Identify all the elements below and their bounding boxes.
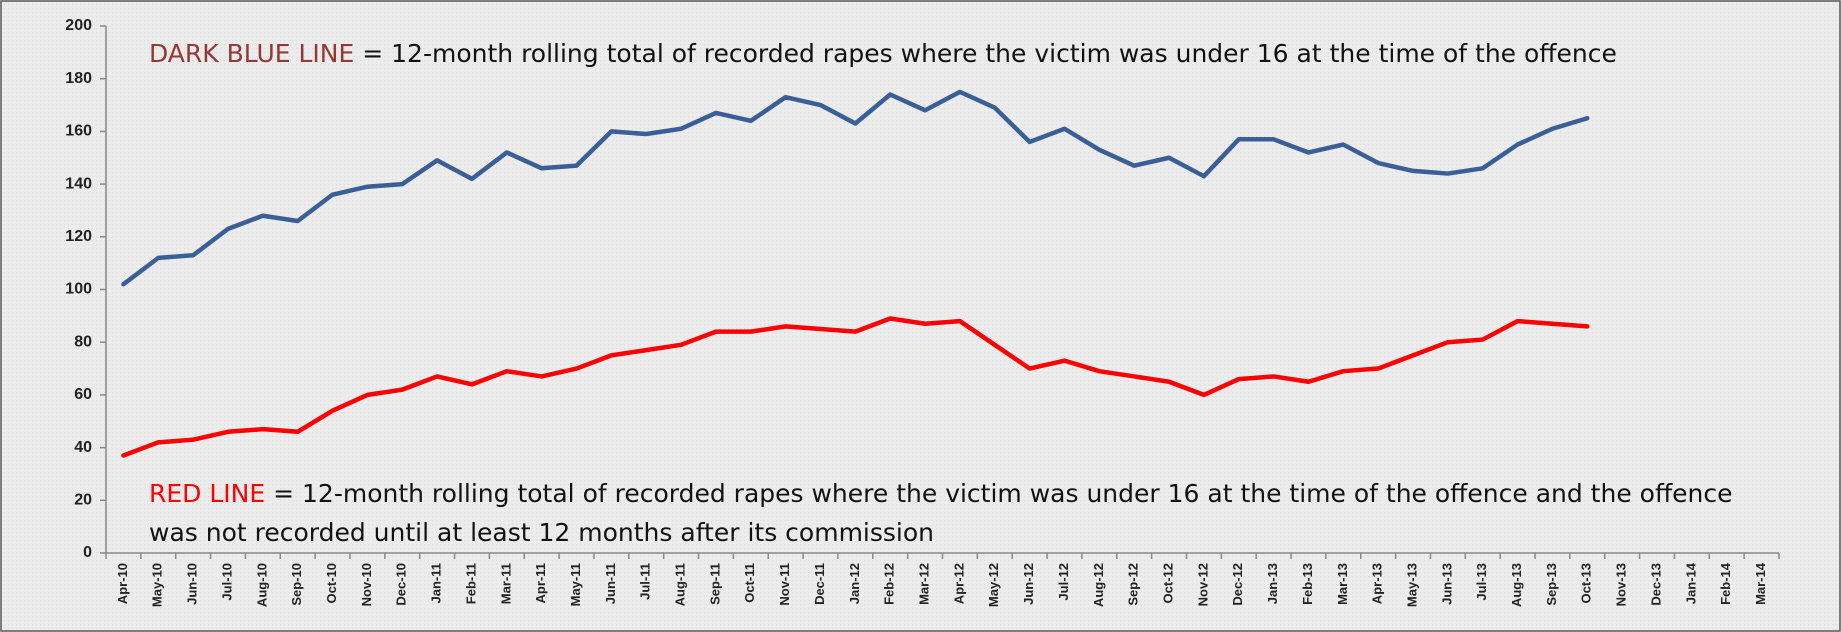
y-tick-label: 120 <box>65 228 92 245</box>
x-tick-label: Oct-11 <box>742 563 757 603</box>
x-tick-label: Apr-10 <box>115 563 130 604</box>
x-tick-label: May-11 <box>568 563 583 606</box>
x-tick-label: Apr-13 <box>1370 563 1385 604</box>
x-tick-label: Mar-11 <box>498 563 513 604</box>
x-tick-label: Aug-12 <box>1091 563 1106 607</box>
x-tick-label: Dec-12 <box>1230 563 1245 606</box>
y-tick-label: 20 <box>74 492 92 509</box>
x-tick-label: Jul-11 <box>638 563 653 600</box>
x-tick-label: Jun-12 <box>1021 563 1036 605</box>
x-tick-label: Sep-11 <box>707 563 722 605</box>
annotation-label: DARK BLUE LINE <box>149 39 354 68</box>
x-tick-label: Jun-13 <box>1439 563 1454 605</box>
y-tick-label: 60 <box>74 386 92 403</box>
x-tick-label: Jan-11 <box>429 563 444 603</box>
x-tick-label: Jan-13 <box>1265 563 1280 604</box>
x-tick-label: Apr-12 <box>951 563 966 604</box>
x-tick-label: Oct-10 <box>324 563 339 603</box>
x-tick-label: Sep-12 <box>1126 563 1141 606</box>
x-tick-label: Oct-13 <box>1579 563 1594 603</box>
x-tick-label: May-13 <box>1404 563 1419 607</box>
x-tick-label: Nov-13 <box>1614 563 1629 606</box>
annotation-text: = 12-month rolling total of recorded rap… <box>354 39 1617 68</box>
y-tick-label: 200 <box>65 17 92 34</box>
y-tick-label: 0 <box>83 544 92 561</box>
y-tick-label: 160 <box>65 123 92 140</box>
x-tick-label: Dec-10 <box>394 563 409 606</box>
x-tick-label: Mar-14 <box>1753 562 1768 605</box>
annotation-text: = 12-month rolling total of recorded rap… <box>265 479 1732 508</box>
annotation: RED LINE = 12-month rolling total of rec… <box>149 479 1733 508</box>
x-tick-label: Feb-12 <box>882 563 897 605</box>
x-tick-label: Nov-11 <box>777 563 792 606</box>
x-tick-label: Jul-10 <box>219 563 234 601</box>
x-tick-label: Dec-13 <box>1648 563 1663 606</box>
x-tick-label: Jun-10 <box>185 563 200 605</box>
y-tick-label: 140 <box>65 175 92 192</box>
annotation: was not recorded until at least 12 month… <box>149 518 934 547</box>
x-tick-label: Mar-13 <box>1335 563 1350 605</box>
x-tick-label: Aug-11 <box>673 563 688 606</box>
x-tick-label: Jul-13 <box>1474 563 1489 601</box>
y-tick-label: 180 <box>65 70 92 87</box>
x-tick-label: Nov-10 <box>359 563 374 606</box>
x-tick-label: Apr-11 <box>533 563 548 603</box>
x-tick-label: Jan-12 <box>847 563 862 604</box>
x-tick-label: Dec-11 <box>812 563 827 605</box>
x-tick-label: Nov-12 <box>1195 563 1210 606</box>
annotation-label: RED LINE <box>149 479 265 508</box>
x-tick-label: Jan-14 <box>1683 562 1698 604</box>
x-tick-label: Jul-12 <box>1056 563 1071 601</box>
x-tick-label: Jun-11 <box>603 563 618 604</box>
x-tick-label: May-12 <box>986 563 1001 607</box>
x-tick-label: Aug-10 <box>254 563 269 607</box>
x-tick-label: Aug-13 <box>1509 563 1524 607</box>
data-line <box>121 316 1590 458</box>
x-tick-label: Mar-12 <box>917 563 932 605</box>
data-line <box>121 89 1590 287</box>
x-tick-label: Feb-14 <box>1718 562 1733 605</box>
y-tick-label: 100 <box>65 281 92 298</box>
annotation-text: was not recorded until at least 12 month… <box>149 518 934 547</box>
x-tick-label: Feb-13 <box>1300 563 1315 605</box>
x-tick-label: Oct-12 <box>1160 563 1175 603</box>
x-tick-label: Sep-13 <box>1544 563 1559 606</box>
y-tick-label: 40 <box>74 439 92 456</box>
x-tick-label: Sep-10 <box>289 563 304 606</box>
y-tick-label: 80 <box>74 333 92 350</box>
x-tick-label: May-10 <box>150 563 165 607</box>
x-tick-label: Feb-11 <box>463 563 478 604</box>
annotation: DARK BLUE LINE = 12-month rolling total … <box>149 39 1617 68</box>
